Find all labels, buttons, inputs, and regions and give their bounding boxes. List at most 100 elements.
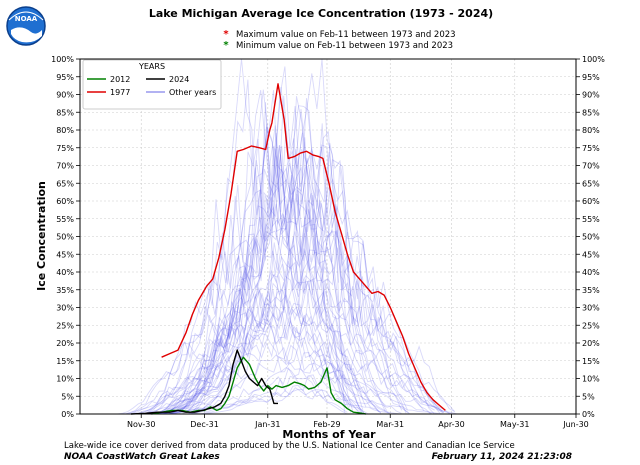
other-year-line bbox=[150, 79, 351, 415]
y-tick-label-right: 10% bbox=[582, 375, 600, 384]
y-tick-label-right: 30% bbox=[582, 304, 600, 313]
other-year-line bbox=[156, 142, 351, 415]
other-year-line bbox=[133, 146, 425, 415]
y-ticks-right: 0% 5% 10% 15% 20% 25% 30% 35% 40% 45% 50% 55% 60% 65%… bbox=[576, 55, 605, 419]
y-tick-label-right: 25% bbox=[582, 321, 600, 330]
other-year-line bbox=[152, 109, 445, 415]
y-tick-label: 100% bbox=[51, 55, 74, 64]
y-tick-label-right: 65% bbox=[582, 179, 600, 188]
y-tick-label: 20% bbox=[56, 339, 74, 348]
other-year-line bbox=[144, 58, 365, 415]
highlighted-series bbox=[130, 83, 446, 415]
min-subtitle: Minimum value on Feb-11 between 1973 and… bbox=[236, 41, 453, 51]
generated-timestamp: February 11, 2024 21:23:08 bbox=[431, 452, 572, 462]
legend-label-2012: 2012 bbox=[110, 75, 130, 84]
y-tick-label: 75% bbox=[56, 144, 74, 153]
y-tick-label-right: 50% bbox=[582, 233, 600, 242]
legend-title: YEARS bbox=[138, 62, 165, 71]
y-tick-label: 85% bbox=[56, 108, 74, 117]
other-year-line bbox=[158, 96, 364, 415]
other-year-line bbox=[147, 387, 444, 415]
other-year-line bbox=[141, 312, 382, 415]
y-tick-label-right: 75% bbox=[582, 144, 600, 153]
y-tick-label-right: 95% bbox=[582, 73, 600, 82]
x-axis-label: Months of Year bbox=[282, 428, 376, 441]
other-year-line bbox=[166, 314, 402, 415]
x-ticks: Nov-30 Dec-31 Jan-31 Feb-29 Mar-31 Apr-30 May-… bbox=[127, 414, 589, 429]
y-tick-label: 40% bbox=[56, 268, 74, 277]
other-year-line bbox=[196, 352, 457, 415]
other-year-line bbox=[140, 308, 432, 415]
y-tick-label: 5% bbox=[61, 392, 74, 401]
other-year-line bbox=[162, 341, 352, 415]
y-tick-label-right: 55% bbox=[582, 215, 600, 224]
y-tick-label-right: 0% bbox=[582, 410, 595, 419]
y-tick-label: 90% bbox=[56, 91, 74, 100]
subtitle-max: * Maximum value on Feb-11 between 1973 a… bbox=[223, 29, 455, 40]
y-tick-label-right: 40% bbox=[582, 268, 600, 277]
data-source-note: Lake-wide ice cover derived from data pr… bbox=[64, 441, 515, 451]
other-year-line bbox=[126, 216, 367, 415]
y-tick-label-right: 5% bbox=[582, 392, 595, 401]
series-line-1977 bbox=[161, 83, 446, 411]
other-year-line bbox=[181, 145, 382, 415]
other-year-line bbox=[170, 130, 340, 415]
logo-text: NOAA bbox=[15, 15, 38, 23]
other-year-line bbox=[162, 145, 347, 415]
other-years-series bbox=[117, 58, 457, 415]
y-tick-label-right: 45% bbox=[582, 250, 600, 259]
y-tick-label: 70% bbox=[56, 162, 74, 171]
other-year-line bbox=[190, 129, 365, 415]
other-year-line bbox=[159, 280, 380, 415]
legend-label-other: Other years bbox=[169, 88, 216, 97]
x-tick-label: Jun-30 bbox=[562, 420, 589, 429]
subtitle-min: * Minimum value on Feb-11 between 1973 a… bbox=[223, 40, 453, 51]
y-tick-label-right: 70% bbox=[582, 162, 600, 171]
other-year-line bbox=[182, 375, 347, 415]
y-tick-label: 60% bbox=[56, 197, 74, 206]
other-year-line bbox=[167, 217, 444, 415]
other-year-line bbox=[160, 198, 432, 415]
other-year-line bbox=[158, 326, 389, 415]
series-line-2024 bbox=[130, 349, 278, 415]
y-tick-label: 55% bbox=[56, 215, 74, 224]
y-tick-label-right: 15% bbox=[582, 357, 600, 366]
other-year-line bbox=[190, 289, 391, 415]
max-subtitle: Maximum value on Feb-11 between 1973 and… bbox=[236, 30, 456, 40]
other-year-line bbox=[158, 102, 455, 415]
other-year-line bbox=[169, 132, 354, 415]
y-ticks-left: 0% 5% 10% 15% 20% 25% 30% 35% 40% 45% 50% 55% 60% 65%… bbox=[51, 55, 80, 419]
y-tick-label: 80% bbox=[56, 126, 74, 135]
min-marker: * bbox=[223, 40, 229, 51]
other-year-line bbox=[161, 165, 407, 415]
x-tick-label: Jan-31 bbox=[254, 420, 280, 429]
grid-lines bbox=[80, 58, 577, 415]
other-year-line bbox=[153, 333, 348, 415]
x-tick-label: Feb-29 bbox=[313, 420, 340, 429]
y-tick-label: 95% bbox=[56, 73, 74, 82]
other-year-line bbox=[162, 125, 363, 415]
other-year-line bbox=[172, 269, 362, 415]
x-tick-label: Nov-30 bbox=[127, 420, 155, 429]
chart-title: Lake Michigan Average Ice Concentration … bbox=[149, 7, 493, 20]
legend-label-2024: 2024 bbox=[169, 75, 189, 84]
organization-name: NOAA CoastWatch Great Lakes bbox=[64, 452, 220, 462]
other-year-line bbox=[117, 86, 435, 415]
other-year-line bbox=[165, 152, 345, 415]
y-axis-label: Ice Concentration bbox=[35, 181, 48, 291]
other-year-line bbox=[177, 217, 363, 415]
y-tick-label: 25% bbox=[56, 321, 74, 330]
y-tick-label-right: 35% bbox=[582, 286, 600, 295]
noaa-logo: NOAA bbox=[6, 6, 46, 46]
other-year-line bbox=[133, 123, 456, 415]
other-year-line bbox=[121, 261, 444, 415]
y-tick-label-right: 60% bbox=[582, 197, 600, 206]
y-tick-label: 50% bbox=[56, 233, 74, 242]
other-year-line bbox=[187, 66, 408, 415]
y-tick-label: 30% bbox=[56, 304, 74, 313]
other-year-line bbox=[168, 58, 369, 415]
other-year-line bbox=[168, 288, 368, 415]
y-tick-label-right: 80% bbox=[582, 126, 600, 135]
other-year-line bbox=[150, 208, 386, 415]
